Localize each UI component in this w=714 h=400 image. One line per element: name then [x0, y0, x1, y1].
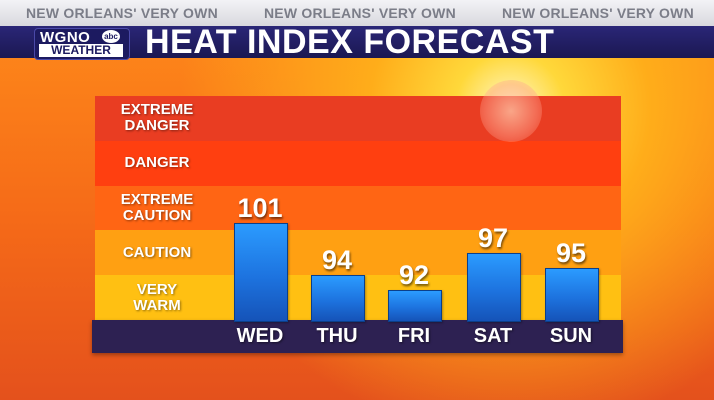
day-label-sat: SAT [473, 325, 513, 347]
bar-value-label: 94 [321, 245, 353, 276]
bar-value-label: 101 [237, 192, 283, 223]
day-label-wed: WED [236, 325, 284, 347]
logo-weather: WEATHER [39, 44, 123, 57]
bar-fri [388, 290, 442, 322]
page-title: HEAT INDEX FORECAST [145, 23, 555, 61]
ticker-text: NEW ORLEANS' VERY OWN [502, 5, 694, 21]
band-label: EXTREME DANGER [120, 101, 194, 135]
day-strip [92, 320, 623, 353]
ticker-text: NEW ORLEANS' VERY OWN [264, 5, 456, 21]
ticker-text: NEW ORLEANS' VERY OWN [26, 5, 218, 21]
bar-sat [467, 252, 521, 322]
heat-index-bands: EXTREME DANGER DANGER EXTREME CAUTION CAUTI… [95, 96, 621, 322]
bar-wed [234, 222, 288, 322]
day-label-fri: FRI [397, 325, 431, 347]
station-ticker: NEW ORLEANS' VERY OWN NEW ORLEANS' VERY … [0, 0, 714, 26]
band-label: CAUTION [122, 243, 192, 261]
station-logo: WGNO abc WEATHER [34, 28, 130, 60]
day-label-sun: SUN [549, 325, 593, 347]
band-caution [95, 230, 621, 276]
band-label: EXTREME CAUTION [120, 191, 194, 224]
band-label: VERY WARM [133, 280, 181, 314]
bar-value-label: 97 [477, 222, 509, 253]
band-extreme-caution [95, 185, 621, 231]
bar-value-label: 95 [555, 237, 587, 268]
band-label: DANGER [124, 154, 190, 172]
logo-station: WGNO [40, 29, 91, 46]
bar-sun [545, 267, 599, 322]
bar-value-label: 92 [398, 260, 430, 291]
bar-thu [311, 275, 365, 322]
sun-glow [480, 80, 542, 142]
band-danger [95, 140, 621, 186]
day-label-thu: THU [316, 325, 358, 347]
network-logo-icon: abc [102, 30, 120, 43]
